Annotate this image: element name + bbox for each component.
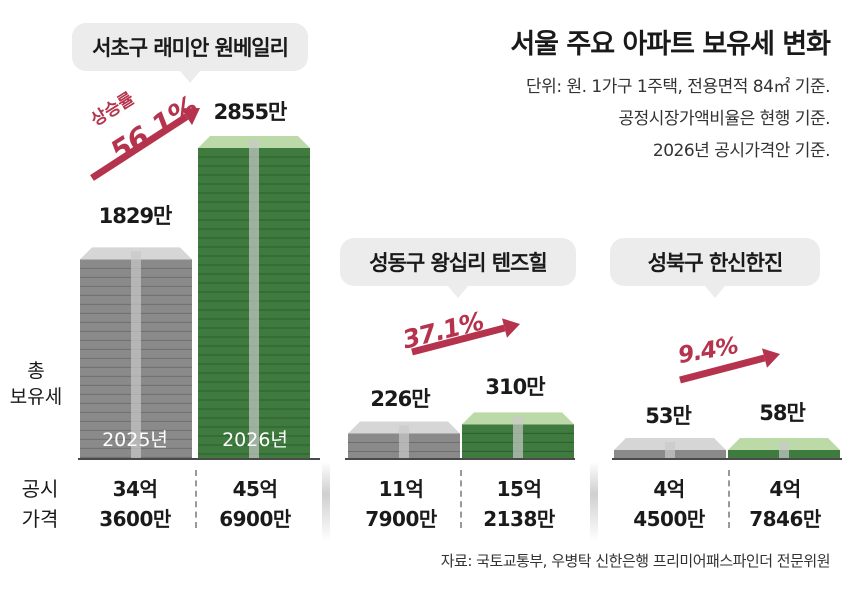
arrow-layer — [90, 108, 780, 384]
price-line: 2138만 — [483, 507, 555, 531]
value-label: 2855만 — [213, 100, 288, 124]
price-line: 4억 — [653, 477, 685, 501]
rise-arrow-head — [181, 108, 200, 126]
value-label: 53만 — [645, 404, 692, 428]
price-line: 7846만 — [749, 507, 821, 531]
baseline-seongbuk — [612, 458, 842, 460]
rise-arrow-shaft — [90, 113, 189, 181]
price-cell: 34억 3600만 — [80, 474, 190, 534]
rise-arrow-head — [761, 348, 780, 368]
price-row-label: 공시 가격 — [10, 474, 70, 534]
bar — [614, 438, 726, 458]
price-line: 34억 — [112, 477, 158, 501]
bar — [80, 247, 192, 458]
rise-arrow-shaft — [411, 324, 506, 356]
bar-strap — [131, 251, 141, 458]
dashed-divider — [728, 470, 730, 528]
y-axis-label-line: 보유세 — [9, 386, 63, 408]
price-cell: 4억 4500만 — [614, 474, 724, 534]
bar-layer — [80, 136, 840, 458]
dashed-divider — [460, 470, 462, 528]
bar — [728, 438, 840, 458]
price-row-label-line: 공시 — [21, 477, 59, 501]
bar-strap — [513, 416, 523, 458]
group-name-seongbuk: 성북구 한신한진 — [610, 238, 820, 298]
price-row-label-line: 가격 — [21, 507, 59, 531]
year-tag-2026: 2026년 — [222, 429, 288, 451]
baseline-seocho — [78, 458, 320, 460]
price-cell: 11억 7900만 — [346, 474, 456, 534]
price-line: 45억 — [232, 477, 278, 501]
value-label: 310만 — [485, 375, 545, 399]
value-label: 1829만 — [98, 204, 173, 228]
group-name-seocho: 서초구 래미안 원베일리 — [72, 23, 308, 83]
y-axis-label: 총 보유세 — [6, 358, 66, 410]
rise-arrow — [90, 108, 200, 181]
y-axis-label-line: 총 — [27, 360, 45, 382]
price-line: 3600만 — [99, 507, 171, 531]
group-name-seongdong: 성동구 왕십리 텐즈힐 — [340, 238, 576, 298]
year-tag-2025: 2025년 — [102, 429, 168, 451]
price-line: 4500만 — [633, 507, 705, 531]
price-basis-note: 2026년 공시가격안 기준. — [652, 141, 831, 161]
unit-note: 단위: 원. 1가구 1주택, 전용면적 84㎡ 기준. — [526, 77, 830, 97]
price-line: 7900만 — [365, 507, 437, 531]
rise-arrow-head — [502, 318, 520, 338]
bar-strap — [249, 140, 259, 458]
ratio-note: 공정시장가액비율은 현행 기준. — [618, 109, 830, 129]
baseline-seongdong — [345, 458, 575, 460]
chart-title: 서울 주요 아파트 보유세 변화 — [510, 29, 831, 60]
price-line: 15억 — [496, 477, 542, 501]
source-note: 자료: 국토교통부, 우병탁 신한은행 프리미어패스파인더 전문위원 — [440, 552, 831, 570]
price-line: 11억 — [378, 477, 424, 501]
bar — [462, 412, 574, 458]
price-cell: 15억 2138만 — [464, 474, 574, 534]
bar-strap — [399, 425, 409, 458]
rise-arrow — [679, 348, 780, 384]
price-line: 6900만 — [219, 507, 291, 531]
price-cell: 45억 6900만 — [200, 474, 310, 534]
dashed-divider — [195, 470, 197, 528]
group-separator — [590, 462, 598, 542]
bar — [348, 421, 460, 458]
group-separator — [322, 462, 330, 542]
rise-arrow-shaft — [679, 354, 766, 384]
bar-strap — [665, 442, 675, 458]
bar-strap — [779, 442, 789, 458]
price-cell: 4억 7846만 — [730, 474, 840, 534]
value-label: 226만 — [370, 387, 430, 411]
value-label: 58만 — [759, 401, 806, 425]
rise-arrow — [411, 318, 520, 356]
bar — [198, 136, 310, 458]
price-line: 4억 — [769, 477, 801, 501]
